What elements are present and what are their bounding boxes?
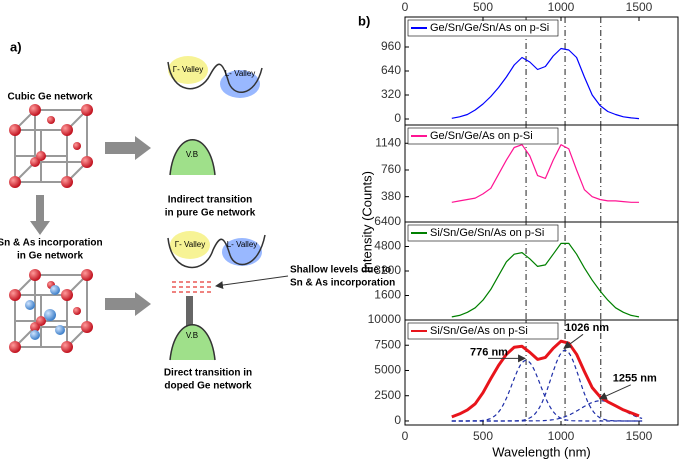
y-tick-label: 1600: [374, 288, 401, 302]
x-tick-label: 1000: [548, 429, 575, 443]
y-tick-label: 320: [381, 87, 401, 101]
fit-curve: [451, 359, 643, 422]
x-tick-label: 1500: [626, 429, 653, 443]
y-axis-label: Intensity (Counts): [359, 171, 374, 273]
caption: in pure Ge network: [165, 208, 256, 219]
legend-label: Si/Sn/Ge/As on p-Si: [430, 325, 528, 337]
panel-label: b): [358, 13, 370, 28]
y-tick-label: 6400: [374, 214, 401, 228]
x-tick-label: 0: [402, 0, 409, 14]
fit-curve: [451, 349, 643, 422]
diagram: a) Cubic Ge network Γ- Valley L- Valley …: [0, 39, 395, 391]
valley-label: L- Valley: [227, 240, 258, 249]
annotation: 1255 nm: [613, 373, 657, 385]
y-tick-label: 2500: [374, 388, 401, 402]
legend-box: [407, 224, 559, 242]
arrow: [105, 292, 151, 316]
panel-label: a): [10, 39, 22, 54]
vb-label: V.B: [186, 150, 198, 159]
valley: [168, 56, 208, 84]
arrow: [105, 136, 151, 160]
legend-label: Ge/Sn/Ge/Sn/As on p-Si: [430, 22, 549, 34]
legend-box: [407, 322, 559, 340]
y-tick-label: 960: [381, 39, 401, 53]
y-tick-label: 640: [381, 63, 401, 77]
y-tick-label: 4800: [374, 239, 401, 253]
arrow: [30, 195, 50, 235]
x-tick-label: 1500: [626, 0, 653, 14]
annotation: 1026 nm: [565, 322, 609, 334]
valley-label: Γ- Valley: [175, 240, 206, 249]
y-tick-label: 5000: [374, 363, 401, 377]
conduction-band: [167, 61, 263, 94]
y-tick-label: 0: [394, 413, 401, 427]
series-line: [451, 47, 640, 120]
y-tick-label: 10000: [368, 312, 402, 326]
network-label: Sn & As incorporation: [0, 238, 103, 249]
doped-cube: [8, 268, 94, 354]
x-tick-label: 0: [402, 429, 409, 443]
valley-label: L- Valley: [225, 69, 256, 78]
series-line: [451, 144, 639, 203]
valence-band: [169, 324, 216, 361]
annotation: 776 nm: [470, 346, 508, 358]
transition: [186, 296, 193, 326]
annotation-arrow: [598, 384, 631, 400]
series-line: [451, 339, 640, 419]
shallow-label: Sn & As incorporation: [290, 278, 395, 289]
caption: doped Ge network: [164, 381, 252, 392]
caption: Direct transition in: [164, 368, 252, 379]
network-label: in Ge network: [17, 251, 84, 262]
x-tick-label: 500: [473, 0, 493, 14]
conduction-band: [167, 234, 266, 268]
ge-cube: [8, 103, 94, 189]
annotation-arrow: [563, 333, 584, 349]
y-tick-label: 0: [394, 111, 401, 125]
valley: [170, 231, 210, 259]
panel-frame: [404, 319, 679, 426]
pointer: [215, 275, 289, 289]
x-tick-label: 500: [473, 429, 493, 443]
legend-box: [407, 127, 559, 145]
legend-label: Si/Sn/Ge/Sn/As on p-Si: [430, 227, 544, 239]
caption: Indirect transition: [168, 195, 252, 206]
shallow-levels: [172, 281, 212, 293]
series-line: [451, 242, 640, 318]
valley-label: Γ- Valley: [173, 65, 204, 74]
y-tick-label: 7500: [374, 337, 401, 351]
legend-label: Ge/Sn/Ge/As on p-Si: [430, 130, 533, 142]
shallow-label: Shallow levels due to: [290, 265, 391, 276]
y-tick-label: 3200: [374, 263, 401, 277]
y-tick-label: 380: [381, 189, 401, 203]
x-tick-label: 1000: [548, 0, 575, 14]
x-axis-label: Wavelength (nm): [492, 444, 591, 459]
valley: [220, 70, 260, 98]
network-label: Cubic Ge network: [7, 92, 92, 103]
valence-band: [169, 139, 216, 176]
y-tick-label: 760: [381, 162, 401, 176]
vb-label: V.B: [186, 331, 198, 340]
y-tick-label: 1140: [375, 135, 401, 149]
